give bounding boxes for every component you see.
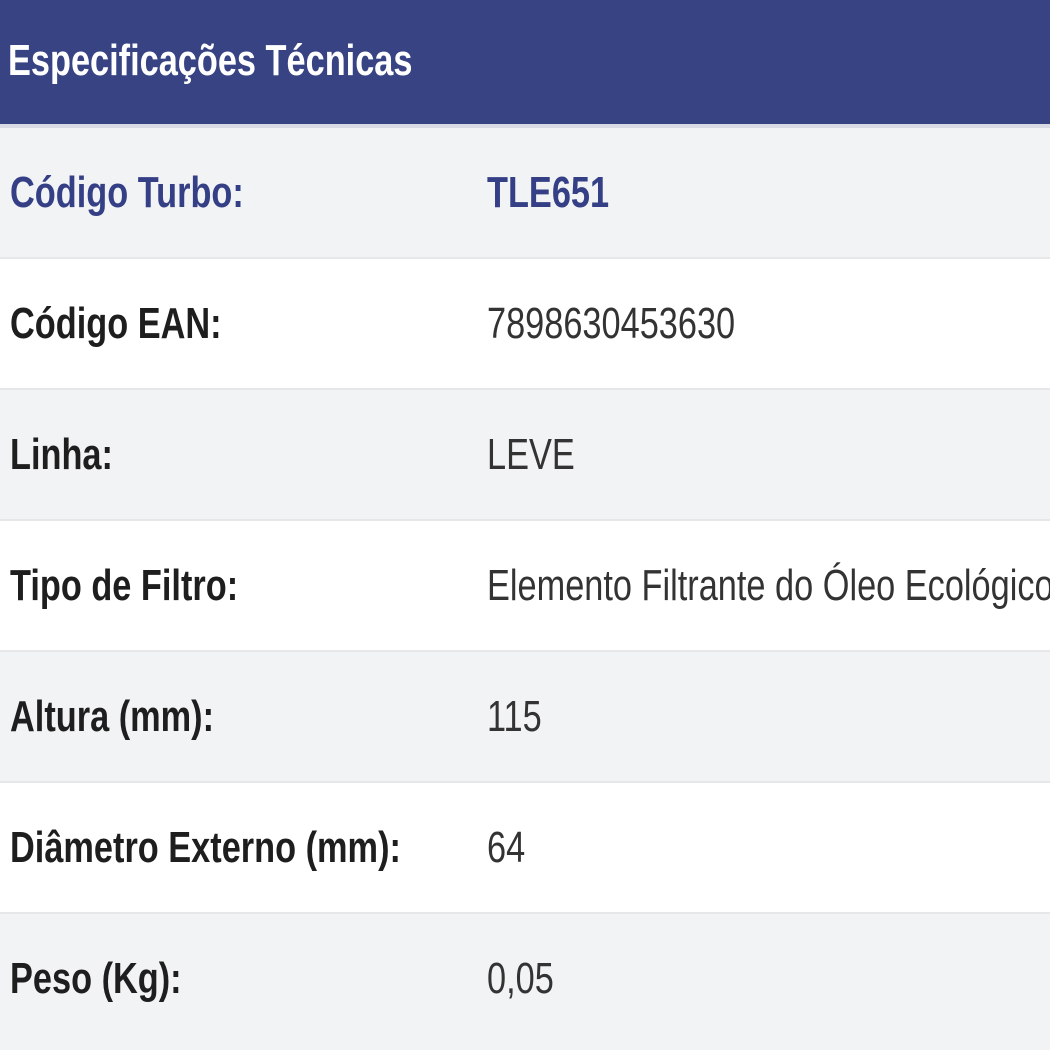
spec-label: Altura (mm):: [10, 692, 215, 741]
spec-row-codigo-ean: Código EAN: 7898630453630: [0, 259, 1050, 390]
spec-label: Código EAN:: [10, 299, 222, 348]
spec-value: 0,05: [487, 954, 554, 1003]
specs-header: Especificações Técnicas: [0, 0, 1050, 128]
spec-row-diametro-externo: Diâmetro Externo (mm): 64: [0, 783, 1050, 914]
spec-value: TLE651: [487, 168, 610, 217]
spec-value: 64: [487, 823, 526, 872]
spec-label: Código Turbo:: [10, 168, 244, 217]
spec-value: 7898630453630: [487, 299, 736, 348]
spec-row-linha: Linha: LEVE: [0, 390, 1050, 521]
spec-label: Tipo de Filtro:: [10, 561, 239, 610]
spec-row-altura: Altura (mm): 115: [0, 652, 1050, 783]
spec-value: Elemento Filtrante do Óleo Ecológico: [487, 561, 1050, 610]
spec-label: Peso (Kg):: [10, 954, 182, 1003]
spec-row-peso: Peso (Kg): 0,05: [0, 914, 1050, 1050]
spec-row-tipo-filtro: Tipo de Filtro: Elemento Filtrante do Ól…: [0, 521, 1050, 652]
spec-value: LEVE: [487, 430, 575, 479]
spec-row-codigo-turbo: Código Turbo: TLE651: [0, 128, 1050, 259]
spec-value: 115: [487, 692, 542, 741]
spec-label: Diâmetro Externo (mm):: [10, 823, 401, 872]
spec-label: Linha:: [10, 430, 113, 479]
specs-title: Especificações Técnicas: [8, 36, 413, 85]
